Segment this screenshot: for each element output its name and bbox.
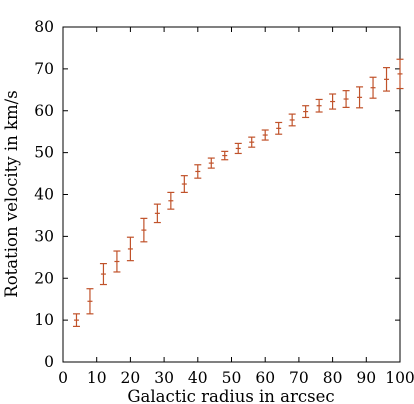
x-tick-label: 100: [385, 369, 414, 387]
data-point: [383, 67, 391, 92]
data-point: [194, 164, 202, 179]
x-tick-label: 90: [356, 369, 376, 387]
y-tick-label: 50: [34, 144, 54, 162]
data-point: [248, 136, 256, 148]
y-tick-label: 80: [34, 18, 54, 36]
data-point: [86, 288, 94, 315]
data-point: [288, 113, 296, 127]
x-tick-label: 20: [121, 369, 141, 387]
data-point: [315, 98, 323, 113]
data-point: [275, 121, 283, 135]
data-point: [72, 313, 80, 328]
x-tick-label: 50: [222, 369, 242, 387]
axis-ticks: [62, 26, 401, 363]
x-axis-label: Galactic radius in arcsec: [127, 387, 334, 404]
y-axis-label: Rotation velocity in km/s: [2, 90, 21, 297]
data-point: [356, 86, 364, 109]
error-bars: [72, 58, 404, 328]
data-point: [167, 191, 175, 210]
data-point: [369, 76, 377, 99]
x-tick-label: 40: [188, 369, 208, 387]
y-tick-label: 30: [34, 227, 54, 245]
data-point: [126, 236, 134, 262]
x-tick-label: 0: [58, 369, 68, 387]
y-tick-label: 40: [34, 186, 54, 204]
plot-frame: [62, 26, 401, 363]
data-point: [234, 142, 242, 155]
y-tick-label: 20: [34, 269, 54, 287]
tick-labels: 0 10 20 30 40 50 60 70 80 90 100 0 10 20 30 40 50 60 70 80: [34, 18, 414, 387]
x-tick-label: 30: [154, 369, 174, 387]
data-point: [342, 90, 350, 109]
data-point: [261, 129, 269, 141]
data-point: [180, 175, 188, 194]
data-point: [302, 105, 310, 119]
data-point: [113, 250, 121, 273]
y-tick-label: 0: [44, 353, 54, 371]
data-point: [140, 217, 148, 243]
x-tick-label: 80: [323, 369, 343, 387]
data-point: [153, 203, 161, 224]
data-point: [221, 150, 229, 161]
data-point: [329, 93, 337, 110]
data-point: [99, 262, 107, 286]
y-tick-label: 60: [34, 102, 54, 120]
y-tick-label: 10: [34, 311, 54, 329]
y-tick-label: 70: [34, 60, 54, 78]
x-tick-label: 10: [87, 369, 107, 387]
data-point: [207, 157, 215, 169]
x-tick-label: 60: [255, 369, 275, 387]
data-point: [396, 58, 404, 90]
x-tick-label: 70: [289, 369, 309, 387]
